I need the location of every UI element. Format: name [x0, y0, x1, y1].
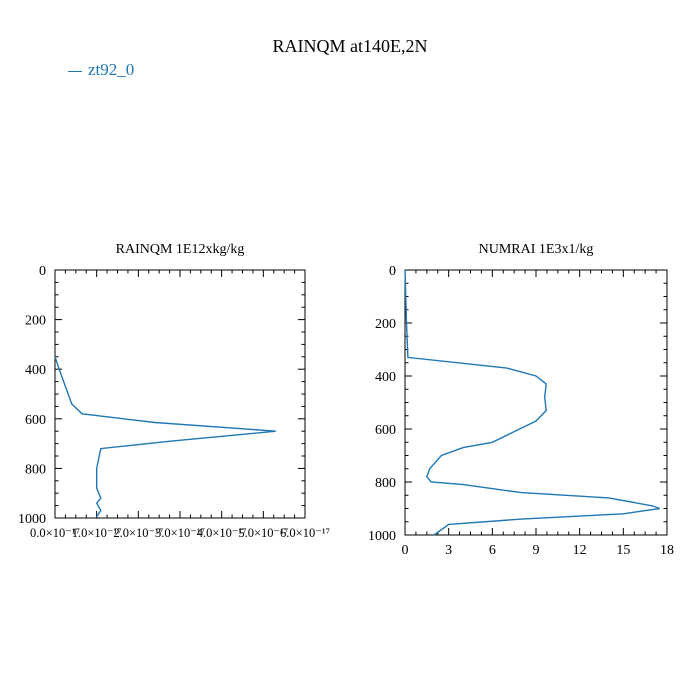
x-tick-label: 0: [402, 543, 409, 558]
legend-label: zt92_0: [88, 60, 135, 79]
page-title: RAINQM at140E,2N: [272, 36, 428, 56]
panel-title: NUMRAI 1E3x1/kg: [479, 242, 594, 257]
y-tick-label: 800: [25, 462, 46, 477]
x-tick-label: 4.0×10⁻¹⁷: [197, 526, 247, 540]
x-tick-label: 3: [445, 543, 452, 558]
x-tick-label: 12: [573, 543, 587, 558]
y-tick-label: 600: [375, 423, 396, 438]
y-tick-label: 600: [25, 413, 46, 428]
plot-frame: [404, 269, 668, 536]
y-tick-label: 800: [375, 476, 396, 491]
y-tick-label: 400: [25, 363, 46, 378]
x-tick-label: 5.0×10⁻¹⁷: [238, 526, 288, 540]
y-tick-label: 0: [389, 264, 396, 279]
x-tick-label: 1.0×10⁻¹⁷: [72, 526, 122, 540]
panel-title: RAINQM 1E12xkg/kg: [116, 242, 245, 257]
y-tick-label: 1000: [18, 512, 46, 527]
y-tick-label: 1000: [368, 529, 396, 544]
y-tick-label: 200: [375, 317, 396, 332]
y-tick-label: 400: [375, 370, 396, 385]
y-tick-label: 200: [25, 314, 46, 329]
x-tick-label: 18: [660, 543, 674, 558]
plot-frame: [54, 269, 306, 519]
x-tick-label: 9: [533, 543, 540, 558]
series-line: [404, 269, 660, 536]
x-tick-label: 6: [489, 543, 496, 558]
legend-line-swatch: [68, 70, 82, 72]
x-tick-label: 3.0×10⁻¹⁷: [155, 526, 205, 540]
y-tick-label: 0: [39, 264, 46, 279]
legend: zt92_0: [68, 60, 134, 80]
x-tick-label: 2.0×10⁻¹⁷: [113, 526, 163, 540]
x-tick-label: 6.0×10⁻¹⁷: [280, 526, 330, 540]
x-tick-label: 0.0×10⁻¹⁷: [30, 526, 80, 540]
series-line: [54, 356, 276, 518]
x-tick-label: 15: [616, 543, 630, 558]
